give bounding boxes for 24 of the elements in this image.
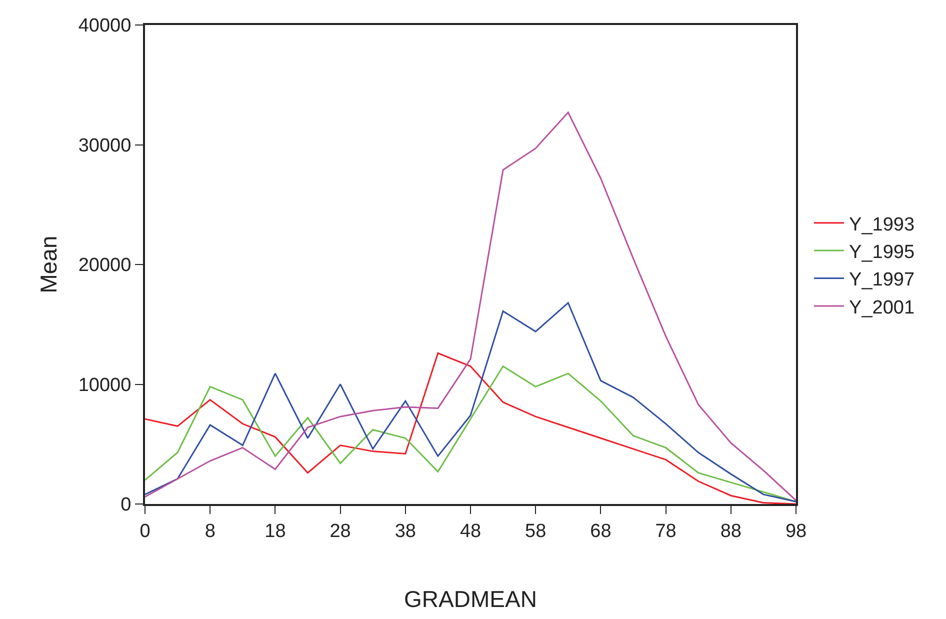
x-tick-label: 48 [460, 520, 482, 542]
y-tick-label: 10000 [78, 374, 132, 396]
x-tick-label: 0 [140, 520, 150, 542]
x-tick-label: 58 [525, 520, 546, 542]
y-tick-label: 40000 [78, 16, 132, 37]
y-axis-title: Mean [35, 236, 62, 294]
x-tick-label: 18 [264, 520, 286, 542]
x-tick-label: 8 [204, 520, 216, 542]
x-tick-label: 98 [785, 520, 807, 542]
legend-label: Y_2001 [849, 297, 915, 318]
y-tick-label: 0 [120, 494, 132, 516]
y-tick-label: 30000 [78, 135, 132, 156]
x-tick-label: 38 [394, 520, 416, 542]
x-tick-label: 28 [330, 520, 351, 542]
line-series [145, 112, 796, 502]
legend-label: Y_1997 [849, 270, 915, 291]
x-tick-label: 68 [590, 520, 612, 542]
x-tick-label: 88 [720, 520, 742, 542]
legend-label: Y_1995 [849, 242, 915, 263]
x-tick-label: 78 [655, 520, 676, 542]
legend-label: Y_1993 [849, 214, 915, 236]
x-axis-title: GRADMEAN [404, 586, 537, 612]
y-tick-label: 20000 [78, 255, 132, 276]
line-series [145, 302, 796, 502]
